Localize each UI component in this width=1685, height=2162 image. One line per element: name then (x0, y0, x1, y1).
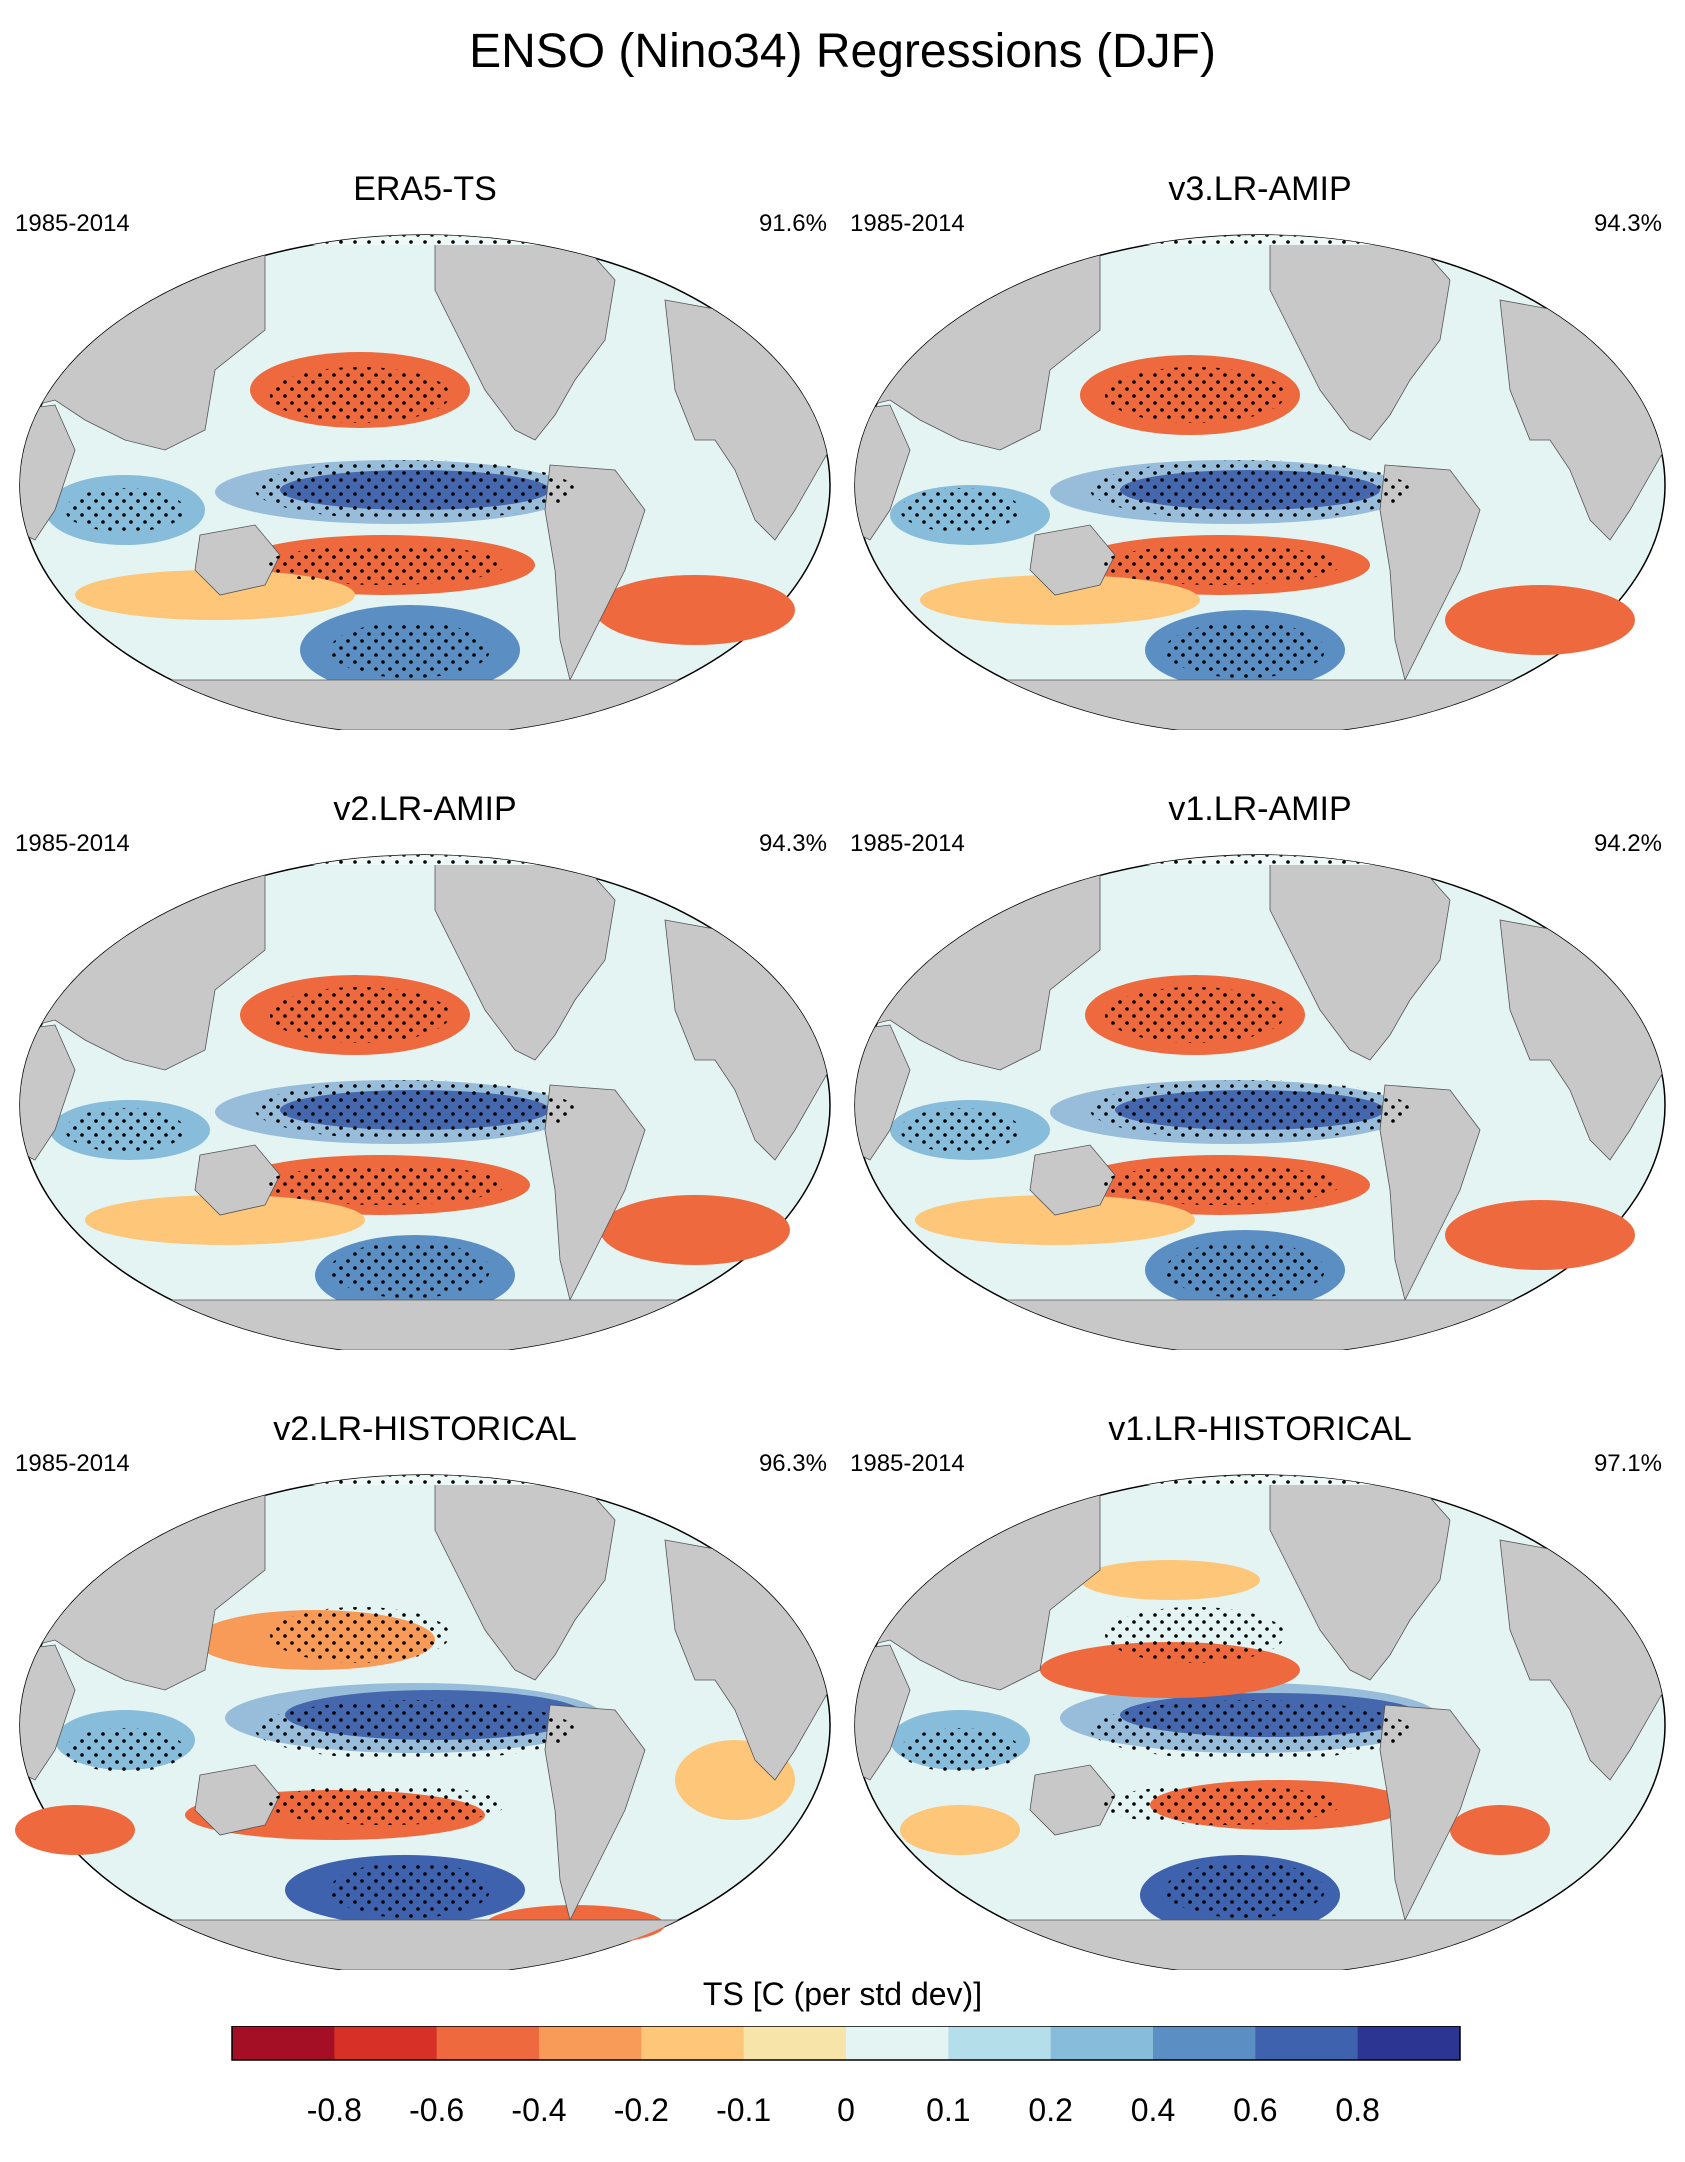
panel-period: 1985-2014 (850, 830, 965, 857)
colorbar-swatch (436, 2026, 540, 2060)
colorbar-frame (231, 2026, 1461, 2061)
colorbar-tick-label: 0.4 (1130, 2092, 1176, 2128)
colorbar-tick-label: -0.1 (716, 2092, 772, 2128)
world-map (850, 210, 1670, 730)
panel-percent: 94.2% (1593, 830, 1662, 857)
panel-period: 1985-2014 (15, 830, 130, 857)
colorbar-tick-label: 0 (837, 2092, 855, 2128)
panel-title: v1.LR-AMIP (1168, 790, 1352, 828)
map-panel-v2-lr-historical: v2.LR-HISTORICAL 1985-2014 96.3% (15, 1410, 835, 1970)
colorbar-swatch (1255, 2026, 1359, 2060)
colorbar-tick-label: -0.2 (613, 2092, 669, 2128)
colorbar-swatch (539, 2026, 642, 2060)
panel-period: 1985-2014 (850, 1450, 965, 1477)
colorbar-swatch (846, 2026, 949, 2060)
panel-period: 1985-2014 (15, 1450, 130, 1477)
panel-percent: 96.3% (758, 1450, 827, 1477)
map-panel-v1-lr-historical: v1.LR-HISTORICAL 1985-2014 97.1% (850, 1410, 1670, 1970)
panel-period: 1985-2014 (15, 210, 130, 237)
panel-percent: 91.6% (758, 210, 827, 237)
figure-title: ENSO (Nino34) Regressions (DJF) (469, 25, 1216, 78)
panel-period: 1985-2014 (850, 210, 965, 237)
world-map (850, 830, 1670, 1350)
panel-title: v2.LR-HISTORICAL (273, 1410, 577, 1448)
map-panel-era5-ts: ERA5-TS 1985-2014 91.6% (15, 170, 835, 730)
panel-title: v1.LR-HISTORICAL (1108, 1410, 1412, 1448)
colorbar-swatch (1050, 2026, 1154, 2060)
world-map (15, 210, 835, 730)
panel-title: ERA5-TS (353, 170, 497, 208)
colorbar-swatch (1153, 2026, 1256, 2060)
panel-percent: 97.1% (1593, 1450, 1662, 1477)
panel-title: v3.LR-AMIP (1168, 170, 1352, 208)
colorbar-tick-label: -0.6 (409, 2092, 465, 2128)
colorbar-tick-label: -0.4 (511, 2092, 567, 2128)
colorbar-label: TS [C (per std dev)] (702, 1976, 983, 2012)
colorbar-swatch (1357, 2026, 1461, 2060)
panel-percent: 94.3% (1593, 210, 1662, 237)
colorbar-tick-label: 0.8 (1335, 2092, 1380, 2128)
colorbar-swatch (743, 2026, 847, 2060)
map-panel-v1-lr-amip: v1.LR-AMIP 1985-2014 94.2% (850, 790, 1670, 1350)
panel-percent: 94.3% (758, 830, 827, 857)
colorbar-swatch (948, 2026, 1052, 2060)
colorbar (231, 2026, 1461, 2061)
colorbar-swatch (641, 2026, 745, 2060)
world-map (15, 830, 835, 1350)
colorbar-tick-label: 0.2 (1028, 2092, 1073, 2128)
colorbar-tick-label: -0.8 (306, 2092, 362, 2128)
colorbar-swatch (334, 2026, 438, 2060)
colorbar-swatch (232, 2026, 335, 2060)
world-map (15, 1450, 835, 1970)
panel-title: v2.LR-AMIP (333, 790, 517, 828)
map-panel-v2-lr-amip: v2.LR-AMIP 1985-2014 94.3% (15, 790, 835, 1350)
world-map (850, 1450, 1670, 1970)
map-panel-v3-lr-amip: v3.LR-AMIP 1985-2014 94.3% (850, 170, 1670, 730)
colorbar-tick-label: 0.6 (1233, 2092, 1278, 2128)
colorbar-tick-label: 0.1 (926, 2092, 971, 2128)
